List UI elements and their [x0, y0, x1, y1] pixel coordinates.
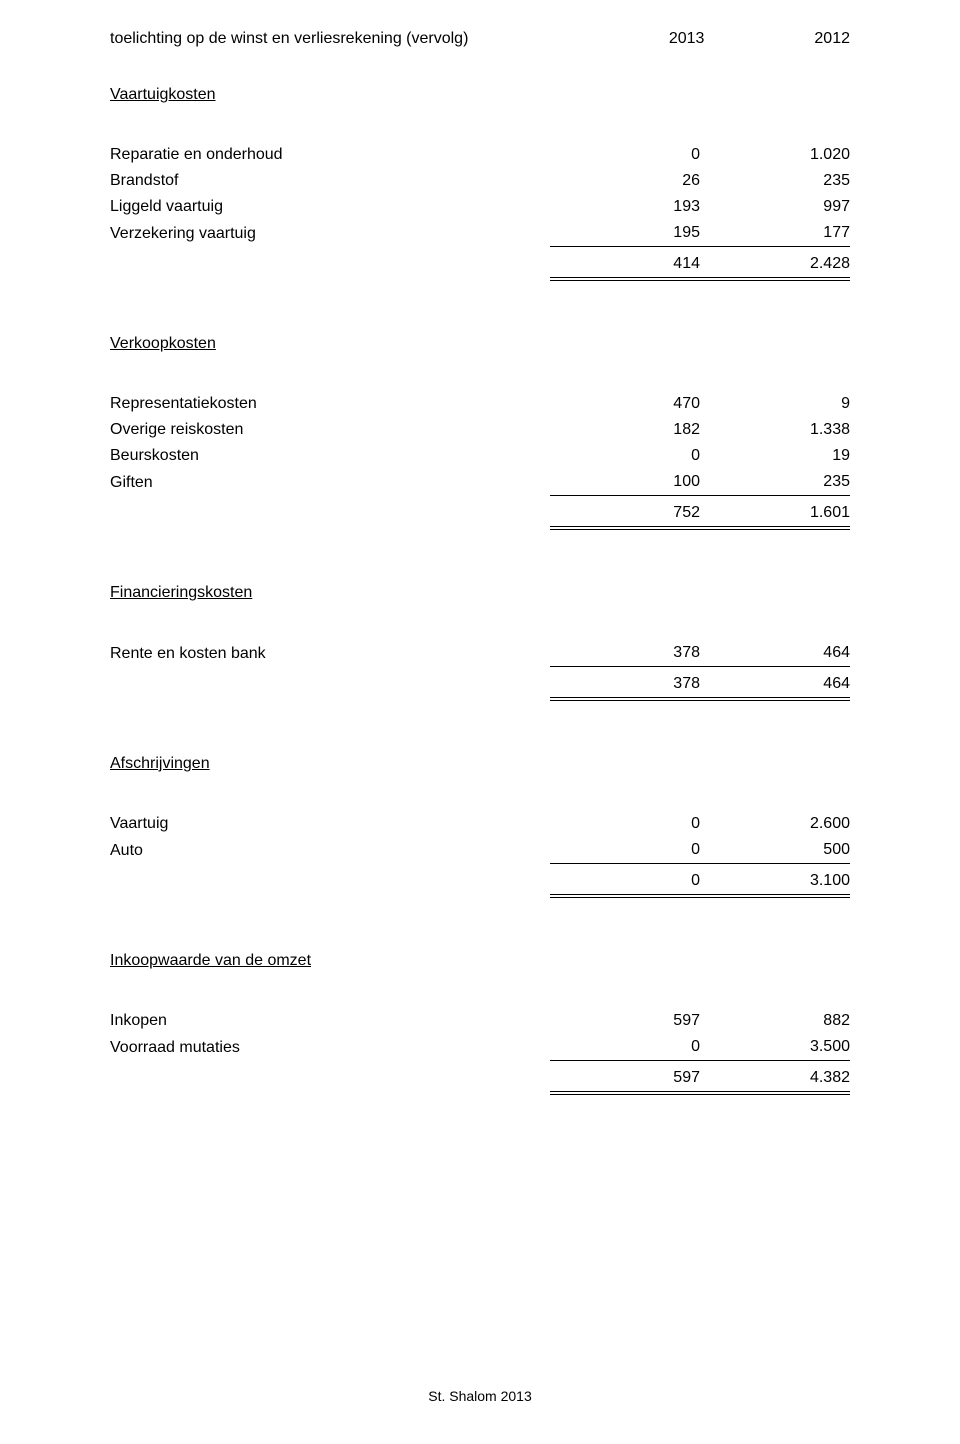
row-label: Auto: [110, 837, 550, 864]
section-heading: Financieringskosten: [110, 584, 850, 602]
row-value-current: 470: [550, 391, 700, 417]
total-row: 597 4.382: [110, 1061, 850, 1094]
row-value-prior: 464: [700, 640, 850, 667]
row-label: Giften: [110, 469, 550, 496]
row-value-current: 100: [550, 469, 700, 496]
section-table: Rente en kosten bank 378 464 378 464: [110, 640, 850, 701]
row-label: Inkopen: [110, 1008, 550, 1034]
section-heading: Inkoopwaarde van de omzet: [110, 952, 850, 970]
row-value-prior: 3.500: [700, 1034, 850, 1061]
row-value-prior: 9: [700, 391, 850, 417]
total-row: 414 2.428: [110, 247, 850, 280]
row-value-current: 378: [550, 640, 700, 667]
row-label: Reparatie en onderhoud: [110, 142, 550, 168]
row-value-current: 193: [550, 194, 700, 220]
row-value-current: 0: [550, 443, 700, 469]
total-prior: 464: [700, 667, 850, 700]
title-row: toelichting op de winst en verliesrekeni…: [110, 30, 850, 48]
row-value-current: 0: [550, 811, 700, 837]
year-columns: 2013 2012: [669, 30, 850, 48]
row-value-prior: 235: [700, 168, 850, 194]
row-value-prior: 1.338: [700, 417, 850, 443]
row-value-prior: 500: [700, 837, 850, 864]
row-value-current: 0: [550, 837, 700, 864]
row-label: Representatiekosten: [110, 391, 550, 417]
table-row: Brandstof 26 235: [110, 168, 850, 194]
row-value-prior: 235: [700, 469, 850, 496]
row-value-current: 26: [550, 168, 700, 194]
row-value-current: 0: [550, 1034, 700, 1061]
year-current: 2013: [669, 30, 705, 48]
total-row: 0 3.100: [110, 864, 850, 897]
total-current: 414: [550, 247, 700, 280]
row-label: Verzekering vaartuig: [110, 220, 550, 247]
row-value-prior: 177: [700, 220, 850, 247]
table-row: Beurskosten 0 19: [110, 443, 850, 469]
page: toelichting op de winst en verliesrekeni…: [0, 0, 960, 1444]
row-label: Vaartuig: [110, 811, 550, 837]
table-row: Voorraad mutaties 0 3.500: [110, 1034, 850, 1061]
table-row: Reparatie en onderhoud 0 1.020: [110, 142, 850, 168]
row-label: Voorraad mutaties: [110, 1034, 550, 1061]
section-table: Vaartuig 0 2.600 Auto 0 500 0 3.100: [110, 811, 850, 898]
total-current: 752: [550, 496, 700, 529]
total-row: 378 464: [110, 667, 850, 700]
total-current: 0: [550, 864, 700, 897]
row-value-prior: 1.020: [700, 142, 850, 168]
total-prior: 1.601: [700, 496, 850, 529]
year-prior: 2012: [814, 30, 850, 48]
table-row: Vaartuig 0 2.600: [110, 811, 850, 837]
page-title: toelichting op de winst en verliesrekeni…: [110, 30, 468, 48]
section-heading: Vaartuigkosten: [110, 86, 850, 104]
total-current: 597: [550, 1061, 700, 1094]
row-label: Rente en kosten bank: [110, 640, 550, 667]
row-value-current: 182: [550, 417, 700, 443]
section-heading: Verkoopkosten: [110, 335, 850, 353]
row-value-current: 195: [550, 220, 700, 247]
row-value-prior: 997: [700, 194, 850, 220]
row-value-current: 0: [550, 142, 700, 168]
table-row: Overige reiskosten 182 1.338: [110, 417, 850, 443]
section-table: Inkopen 597 882 Voorraad mutaties 0 3.50…: [110, 1008, 850, 1095]
total-prior: 4.382: [700, 1061, 850, 1094]
total-prior: 2.428: [700, 247, 850, 280]
table-row: Liggeld vaartuig 193 997: [110, 194, 850, 220]
table-row: Verzekering vaartuig 195 177: [110, 220, 850, 247]
row-value-prior: 19: [700, 443, 850, 469]
table-row: Representatiekosten 470 9: [110, 391, 850, 417]
row-label: Brandstof: [110, 168, 550, 194]
total-row: 752 1.601: [110, 496, 850, 529]
row-label: Liggeld vaartuig: [110, 194, 550, 220]
table-row: Rente en kosten bank 378 464: [110, 640, 850, 667]
section-table: Representatiekosten 470 9 Overige reisko…: [110, 391, 850, 530]
table-row: Inkopen 597 882: [110, 1008, 850, 1034]
section-table: Reparatie en onderhoud 0 1.020 Brandstof…: [110, 142, 850, 281]
row-label: Overige reiskosten: [110, 417, 550, 443]
row-label: Beurskosten: [110, 443, 550, 469]
table-row: Auto 0 500: [110, 837, 850, 864]
section-heading: Afschrijvingen: [110, 755, 850, 773]
total-prior: 3.100: [700, 864, 850, 897]
page-footer: St. Shalom 2013: [0, 1388, 960, 1404]
total-current: 378: [550, 667, 700, 700]
table-row: Giften 100 235: [110, 469, 850, 496]
row-value-current: 597: [550, 1008, 700, 1034]
row-value-prior: 2.600: [700, 811, 850, 837]
row-value-prior: 882: [700, 1008, 850, 1034]
